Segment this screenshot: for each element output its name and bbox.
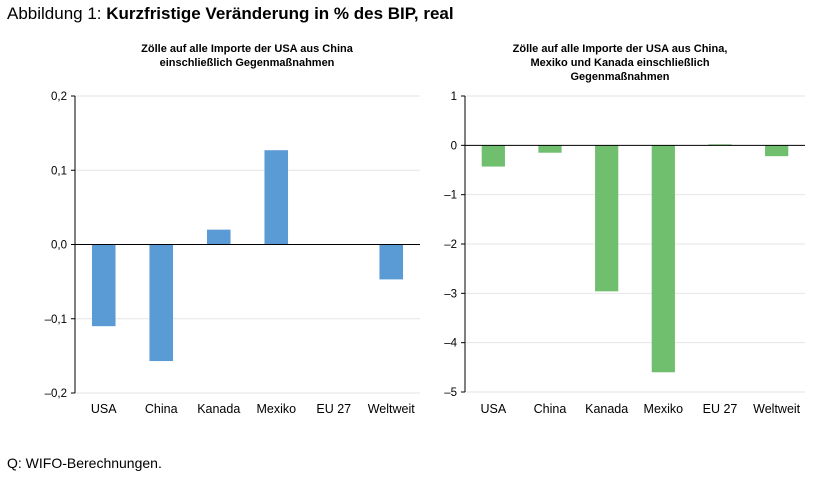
bar [149,244,174,362]
x-category-label: EU 27 [703,402,738,416]
source-note: Q: WIFO-Berechnungen. [7,455,162,471]
bar [91,244,116,327]
chart-title-line: Mexiko und Kanada einschließlich [530,57,709,69]
x-category-label: Kanada [197,402,240,416]
chart-title-line: Zölle auf alle Importe der USA aus China… [513,43,728,55]
x-category-label: Mexiko [644,402,684,416]
chart-title-line: einschließlich Gegenmaßnahmen [160,57,335,69]
bar [765,145,789,157]
x-category-label: EU 27 [316,402,351,416]
x-category-label: USA [480,402,506,416]
chart-title-line: Gegenmaßnahmen [570,71,669,83]
chart-title-line: Zölle auf alle Importe der USA aus China [141,43,354,55]
x-category-label: China [534,402,567,416]
figure-title-main: Kurzfristige Veränderung in % des BIP, r… [106,4,454,23]
x-category-label: China [145,402,178,416]
bar [595,145,619,292]
y-tick-label: –0,1 [45,314,67,326]
bar [651,145,675,373]
y-tick-label: 0,1 [51,165,67,177]
figure-title: Abbildung 1: Kurzfristige Veränderung in… [7,4,454,24]
bar [538,145,562,153]
y-tick-label: –1 [444,190,457,202]
y-tick-label: –4 [444,338,457,350]
bar [379,244,404,280]
y-tick-label: 0 [451,140,457,152]
figure-title-prefix: Abbildung 1: [7,4,107,23]
y-tick-label: –5 [444,387,457,399]
bar [206,229,231,245]
x-category-label: Weltweit [753,402,801,416]
x-category-label: Weltweit [368,402,416,416]
y-tick-label: 1 [451,91,457,103]
y-tick-label: 0,0 [51,240,67,252]
y-tick-label: –2 [444,239,457,251]
y-tick-label: –3 [444,288,457,300]
x-category-label: Mexiko [256,402,296,416]
y-tick-label: –0,2 [45,388,67,400]
x-category-label: Kanada [585,402,628,416]
y-tick-label: 0,2 [51,91,67,103]
bar [264,150,289,245]
bar [481,145,505,167]
x-category-label: USA [91,402,117,416]
